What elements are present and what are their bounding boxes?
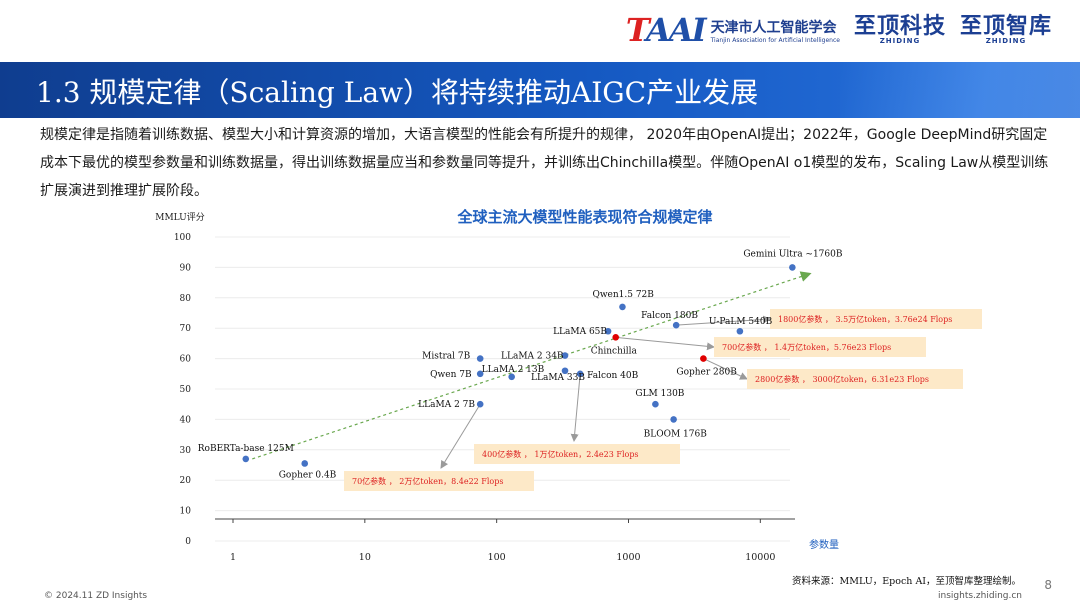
zhiding-think-tank-logo-cn: 至顶智库 <box>959 13 1052 39</box>
data-point <box>700 355 707 362</box>
y-tick-label: 10 <box>180 507 192 517</box>
data-point <box>604 327 612 335</box>
point-label: Falcon 180B <box>641 311 698 321</box>
annotation-arrow <box>703 358 748 380</box>
intro-paragraph: 规模定律是指随着训练数据、模型大小和计算资源的增加，大语言模型的性能会有所提升的… <box>40 127 1049 199</box>
annotation-box <box>747 369 963 389</box>
title-bar-decoration <box>840 62 1080 118</box>
annotation-text: 2800亿参数 ， 3000亿token，6.31e23 Flops <box>755 374 929 384</box>
point-label: Chinchilla <box>591 346 638 356</box>
point-label: Gopher 280B <box>676 368 737 378</box>
annotation-box <box>474 444 680 464</box>
annotation-arrow <box>570 373 581 442</box>
point-label: Falcon 40B <box>587 371 638 381</box>
zhiding-think-tank-logo-en: ZHIDING <box>985 36 1027 45</box>
data-point <box>652 400 659 408</box>
data-point <box>476 370 484 378</box>
annotation-text: 1800亿参数 ， 3.5万亿token，3.76e24 Flops <box>778 314 952 324</box>
y-tick-label: 60 <box>180 355 192 365</box>
y-tick-label: 20 <box>180 476 192 486</box>
point-label: LLaMA 2 7B <box>418 400 475 410</box>
data-point <box>576 370 584 378</box>
data-point <box>736 327 744 335</box>
annotation-text: 70亿参数 ， 2万亿token，8.4e22 Flops <box>352 476 503 486</box>
footer-copyright: © 2024.11 ZD Insights <box>44 591 148 601</box>
y-tick-label: 100 <box>174 233 191 243</box>
scaling-law-chart: 全球主流大模型性能表现符合规模定律 MMLU评分 参数量 0 10 20 30 40 50… <box>155 208 982 563</box>
point-label: LLaMA 65B <box>553 327 607 337</box>
tai-logo-cn: 天津市人工智能学会 <box>710 19 837 36</box>
header-logos: TAAI 天津市人工智能学会 Tianjin Association for A… <box>626 8 1052 52</box>
x-tick-label: 1000 <box>616 552 640 563</box>
point-label: Qwen 7B <box>430 370 472 380</box>
y-tick-label: 50 <box>180 385 192 395</box>
footer-site: insights.zhiding.cn <box>938 591 1022 601</box>
point-label: LLaMA 33B <box>531 373 585 383</box>
zhiding-tech-logo-cn: 至顶科技 <box>853 13 946 39</box>
point-label: LLaMA 2 34B <box>501 352 564 362</box>
point-label: BLOOM 176B <box>644 429 708 439</box>
page-number: 8 <box>1044 578 1052 592</box>
data-point <box>242 455 250 463</box>
point-label: LLaMA 2 13B <box>482 365 545 375</box>
point-label: GLM 130B <box>635 389 684 399</box>
point-label: RoBERTa-base 125M <box>198 444 294 454</box>
zhiding-tech-logo: 至顶科技 ZHIDING <box>853 13 946 45</box>
point-label: Mistral 7B <box>422 352 470 362</box>
trend-line <box>252 271 812 460</box>
zhiding-tech-logo-en: ZHIDING <box>879 36 921 45</box>
y-tick-label: 80 <box>180 294 192 304</box>
title-bar: 1.3 规模定律（Scaling Law）将持续推动AIGC产业发展 <box>0 62 1080 118</box>
chart-title: 全球主流大模型性能表现符合规模定律 <box>456 208 712 226</box>
annotation-arrow <box>615 336 715 351</box>
point-label: Gemini Ultra ~1760B <box>743 249 843 259</box>
y-tick-label: 40 <box>180 415 192 425</box>
data-point <box>508 373 515 381</box>
y-axis-label: MMLU评分 <box>155 212 205 223</box>
x-tick-label: 10 <box>359 552 371 563</box>
data-point <box>619 303 626 311</box>
source-note: 资料来源：MMLU，Epoch AI，至顶智库整理绘制。 <box>792 576 1022 587</box>
data-point <box>476 355 484 362</box>
slide-title: 1.3 规模定律（Scaling Law）将持续推动AIGC产业发展 <box>36 76 759 109</box>
point-label: Qwen1.5 72B <box>592 290 654 300</box>
y-tick-label: 0 <box>185 537 191 547</box>
annotation-box <box>714 337 926 357</box>
x-tick-label: 100 <box>488 552 506 563</box>
data-point <box>612 334 620 341</box>
x-tick-label: 10000 <box>745 552 775 563</box>
data-point <box>789 264 796 271</box>
annotation-arrow <box>440 403 481 469</box>
annotation-arrow <box>676 315 771 326</box>
tai-logo-en: Tianjin Association for Artificial Intel… <box>710 36 840 44</box>
tai-logo-mark: TAAI <box>625 11 707 49</box>
annotation-box <box>344 471 534 491</box>
point-label: U-PaLM 540B <box>709 317 773 327</box>
data-point <box>561 367 569 375</box>
annotation-text: 400亿参数 ， 1万亿token，2.4e23 Flops <box>482 449 639 459</box>
x-tick-label: 1 <box>230 552 236 563</box>
y-tick-label: 90 <box>180 263 192 273</box>
annotation-text: 700亿参数 ， 1.4万亿token，5.76e23 Flops <box>722 342 891 352</box>
annotation-box <box>770 309 982 329</box>
zhiding-think-tank-logo: 至顶智库 ZHIDING <box>959 13 1052 45</box>
y-tick-label: 70 <box>180 324 192 334</box>
point-label: Gopher 0.4B <box>279 470 337 480</box>
y-tick-label: 30 <box>180 446 192 456</box>
tai-logo: TAAI 天津市人工智能学会 Tianjin Association for A… <box>626 11 840 49</box>
x-axis-label: 参数量 <box>809 538 839 551</box>
data-point <box>670 416 677 423</box>
data-point <box>301 460 309 467</box>
data-point <box>476 400 484 408</box>
data-point <box>561 352 569 359</box>
data-point <box>672 321 680 329</box>
